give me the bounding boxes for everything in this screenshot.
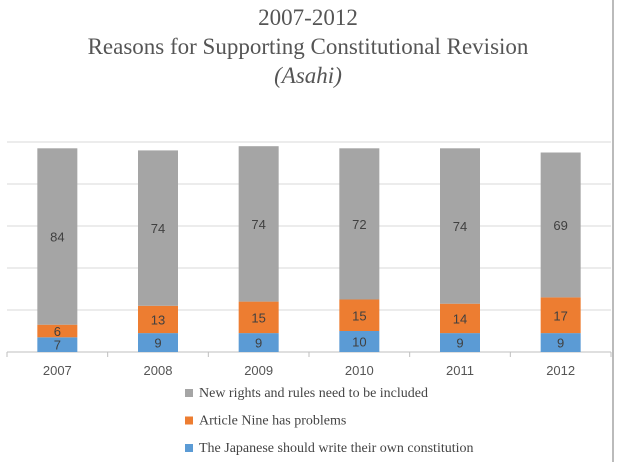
legend-swatch — [185, 416, 193, 425]
bar-segment — [339, 299, 380, 331]
bar-segment — [138, 333, 178, 352]
legend-swatch — [185, 444, 193, 452]
bar-segment — [138, 305, 178, 334]
bar-segment — [440, 333, 480, 352]
legend-item: New rights and rules need to be included — [185, 386, 428, 401]
x-tick-label: 2009 — [244, 363, 273, 378]
data-label: 14 — [453, 311, 467, 326]
bar-segment — [339, 148, 380, 300]
data-label: 10 — [352, 335, 366, 350]
legend-item: The Japanese should write their own cons… — [185, 441, 474, 456]
bar-segment — [540, 297, 581, 334]
bar-segment — [339, 331, 380, 352]
legend-label: New rights and rules need to be included — [199, 386, 428, 401]
data-label: 74 — [453, 219, 467, 234]
data-label: 17 — [553, 308, 567, 323]
data-label: 9 — [557, 336, 564, 351]
bar-segment — [540, 333, 581, 352]
chart-title-line-3: (Asahi) — [274, 63, 342, 88]
bar-segment — [37, 148, 78, 325]
data-label: 69 — [553, 218, 567, 233]
data-label: 6 — [54, 324, 61, 339]
bar-segment — [440, 148, 480, 304]
chart-title-line-2: Reasons for Supporting Constitutional Re… — [88, 34, 529, 59]
bar-segment — [37, 324, 78, 338]
data-label: 13 — [151, 312, 165, 327]
legend-item: Article Nine has problems — [185, 414, 346, 429]
data-label: 15 — [352, 308, 366, 323]
x-tick-label: 2010 — [345, 363, 374, 378]
bar-segment — [440, 303, 480, 334]
data-label: 74 — [251, 217, 265, 232]
data-label: 74 — [151, 221, 165, 236]
data-label: 72 — [352, 217, 366, 232]
x-tick-label: 2007 — [43, 363, 72, 378]
bar-segment — [238, 301, 279, 334]
data-label: 9 — [154, 336, 161, 351]
x-tick-label: 2012 — [546, 363, 575, 378]
bar-segment — [138, 150, 178, 306]
bar-segment — [37, 337, 78, 352]
data-label: 7 — [54, 338, 61, 353]
chart-title-line-1: 2007-2012 — [258, 5, 358, 30]
legend-label: Article Nine has problems — [199, 414, 346, 429]
bar-segment — [540, 152, 581, 298]
data-label: 84 — [50, 230, 64, 245]
data-label: 9 — [456, 336, 463, 351]
legend-swatch — [185, 389, 193, 397]
bar-segment — [238, 146, 279, 302]
bar-segment — [238, 333, 279, 352]
x-tick-label: 2008 — [144, 363, 173, 378]
data-label: 9 — [255, 336, 262, 351]
x-tick-label: 2011 — [446, 363, 474, 378]
data-label: 15 — [251, 310, 265, 325]
legend-label: The Japanese should write their own cons… — [199, 441, 474, 456]
